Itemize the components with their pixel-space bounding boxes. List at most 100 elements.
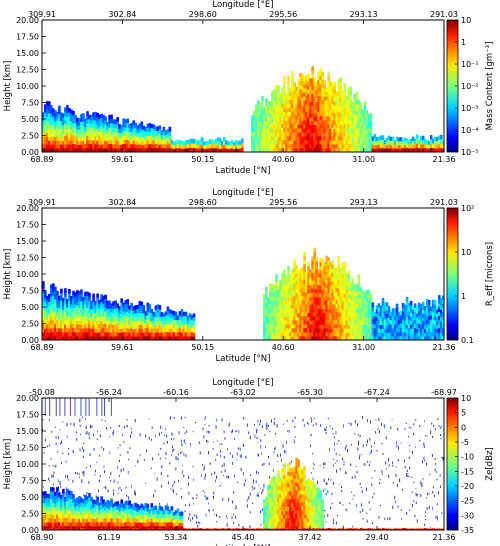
cloud-cell [301,307,304,313]
cloud-cell [271,135,274,141]
cloud-cell [116,307,119,312]
cloud-cell [309,332,312,337]
cloud-cell [90,300,93,306]
cloud-cell [297,278,300,283]
cloud-cell [321,305,324,310]
cloud-cell [68,132,71,137]
cloud-cell [327,92,330,97]
cloud-cell [419,136,423,141]
cloud-cell [96,312,99,318]
cloud-cell [86,143,89,149]
cloud-cell [321,95,324,101]
cloud-cell [56,506,59,511]
cloud-cell [74,526,77,531]
cloud-cell [431,307,435,313]
chart-panel-2: 0.002.505.007.5010.0012.5015.0017.5020.0… [3,188,495,364]
cloud-cell [168,336,172,341]
cloud-cell [427,328,431,333]
cloud-cell [287,103,290,109]
cloud-cell [108,114,111,120]
cloud-cell [305,95,308,101]
cloud-cell [425,148,429,153]
cloud-cell [188,139,192,144]
cloud-cell [373,137,377,142]
cloud-cell [385,141,389,146]
noise-speck [399,478,401,482]
cloud-cell [331,280,334,285]
cloud-cell [291,324,294,329]
cloud-cell [44,120,47,125]
cloud-cell [56,132,59,137]
cloud-cell [309,117,312,122]
cloud-cell [281,86,284,92]
cloud-cell [104,136,107,141]
cloud-cell [365,336,369,341]
cloud-cell [128,148,131,153]
cloud-cell [265,113,268,118]
cloud-cell [176,335,180,341]
cloud-cell [60,498,63,504]
cloud-cell [421,147,425,153]
cloud-cell [403,304,407,309]
cloud-cell [373,312,377,317]
cloud-cell [433,148,437,153]
cloud-cell [176,147,180,153]
cloud-cell [188,317,192,322]
cloud-cell [385,324,389,330]
noise-speck [169,462,171,465]
noise-speck [137,459,139,464]
noise-speck [143,459,145,461]
cloud-cell [303,132,306,137]
cloud-cell [355,99,359,105]
cloud-cell [50,487,53,492]
noise-speck [248,496,250,500]
cloud-cell [118,128,121,133]
cloud-cell [343,269,347,274]
noise-speck [432,506,434,511]
noise-speck [408,435,410,438]
cloud-cell [353,128,357,134]
cloud-cell [64,336,67,341]
cloud-cell [279,124,282,130]
noise-speck [391,418,393,420]
cloud-cell [216,137,220,142]
cloud-cell [277,300,280,306]
cloud-cell [46,493,49,499]
cloud-cell [359,132,363,137]
cloud-cell [301,85,304,90]
cloud-cell [442,144,445,149]
cloud-cell [92,297,95,302]
cloud-cell [277,85,280,90]
cloud-cell [301,275,304,280]
cloud-cell [110,307,113,312]
noise-speck [324,515,325,518]
cloud-cell [116,323,119,329]
noise-speck [189,503,191,507]
noise-speck [333,458,334,461]
noise-speck [368,463,370,467]
cloud-cell [425,315,429,320]
cloud-cell [367,308,371,314]
cloud-cell [192,336,196,341]
cloud-cell [315,105,318,110]
cloud-cell [357,305,361,310]
noise-speck [385,461,387,465]
cloud-cell [325,92,328,97]
cloud-cell [174,331,178,337]
noise-speck [411,476,413,478]
cloud-cell [375,324,379,329]
cloud-cell [293,109,296,114]
noise-speck [193,503,194,505]
cloud-cell [44,320,47,326]
cloud-cell [311,109,314,114]
cloud-cell [46,521,49,527]
cloud-cell [319,277,322,282]
cloud-cell [307,300,310,306]
noise-speck [420,494,422,497]
cloud-cell [273,320,276,325]
cloud-cell [421,135,425,141]
cloud-cell [152,332,156,337]
cloud-cell [84,323,87,329]
cloud-cell [60,514,63,519]
cloud-cell [120,309,123,314]
